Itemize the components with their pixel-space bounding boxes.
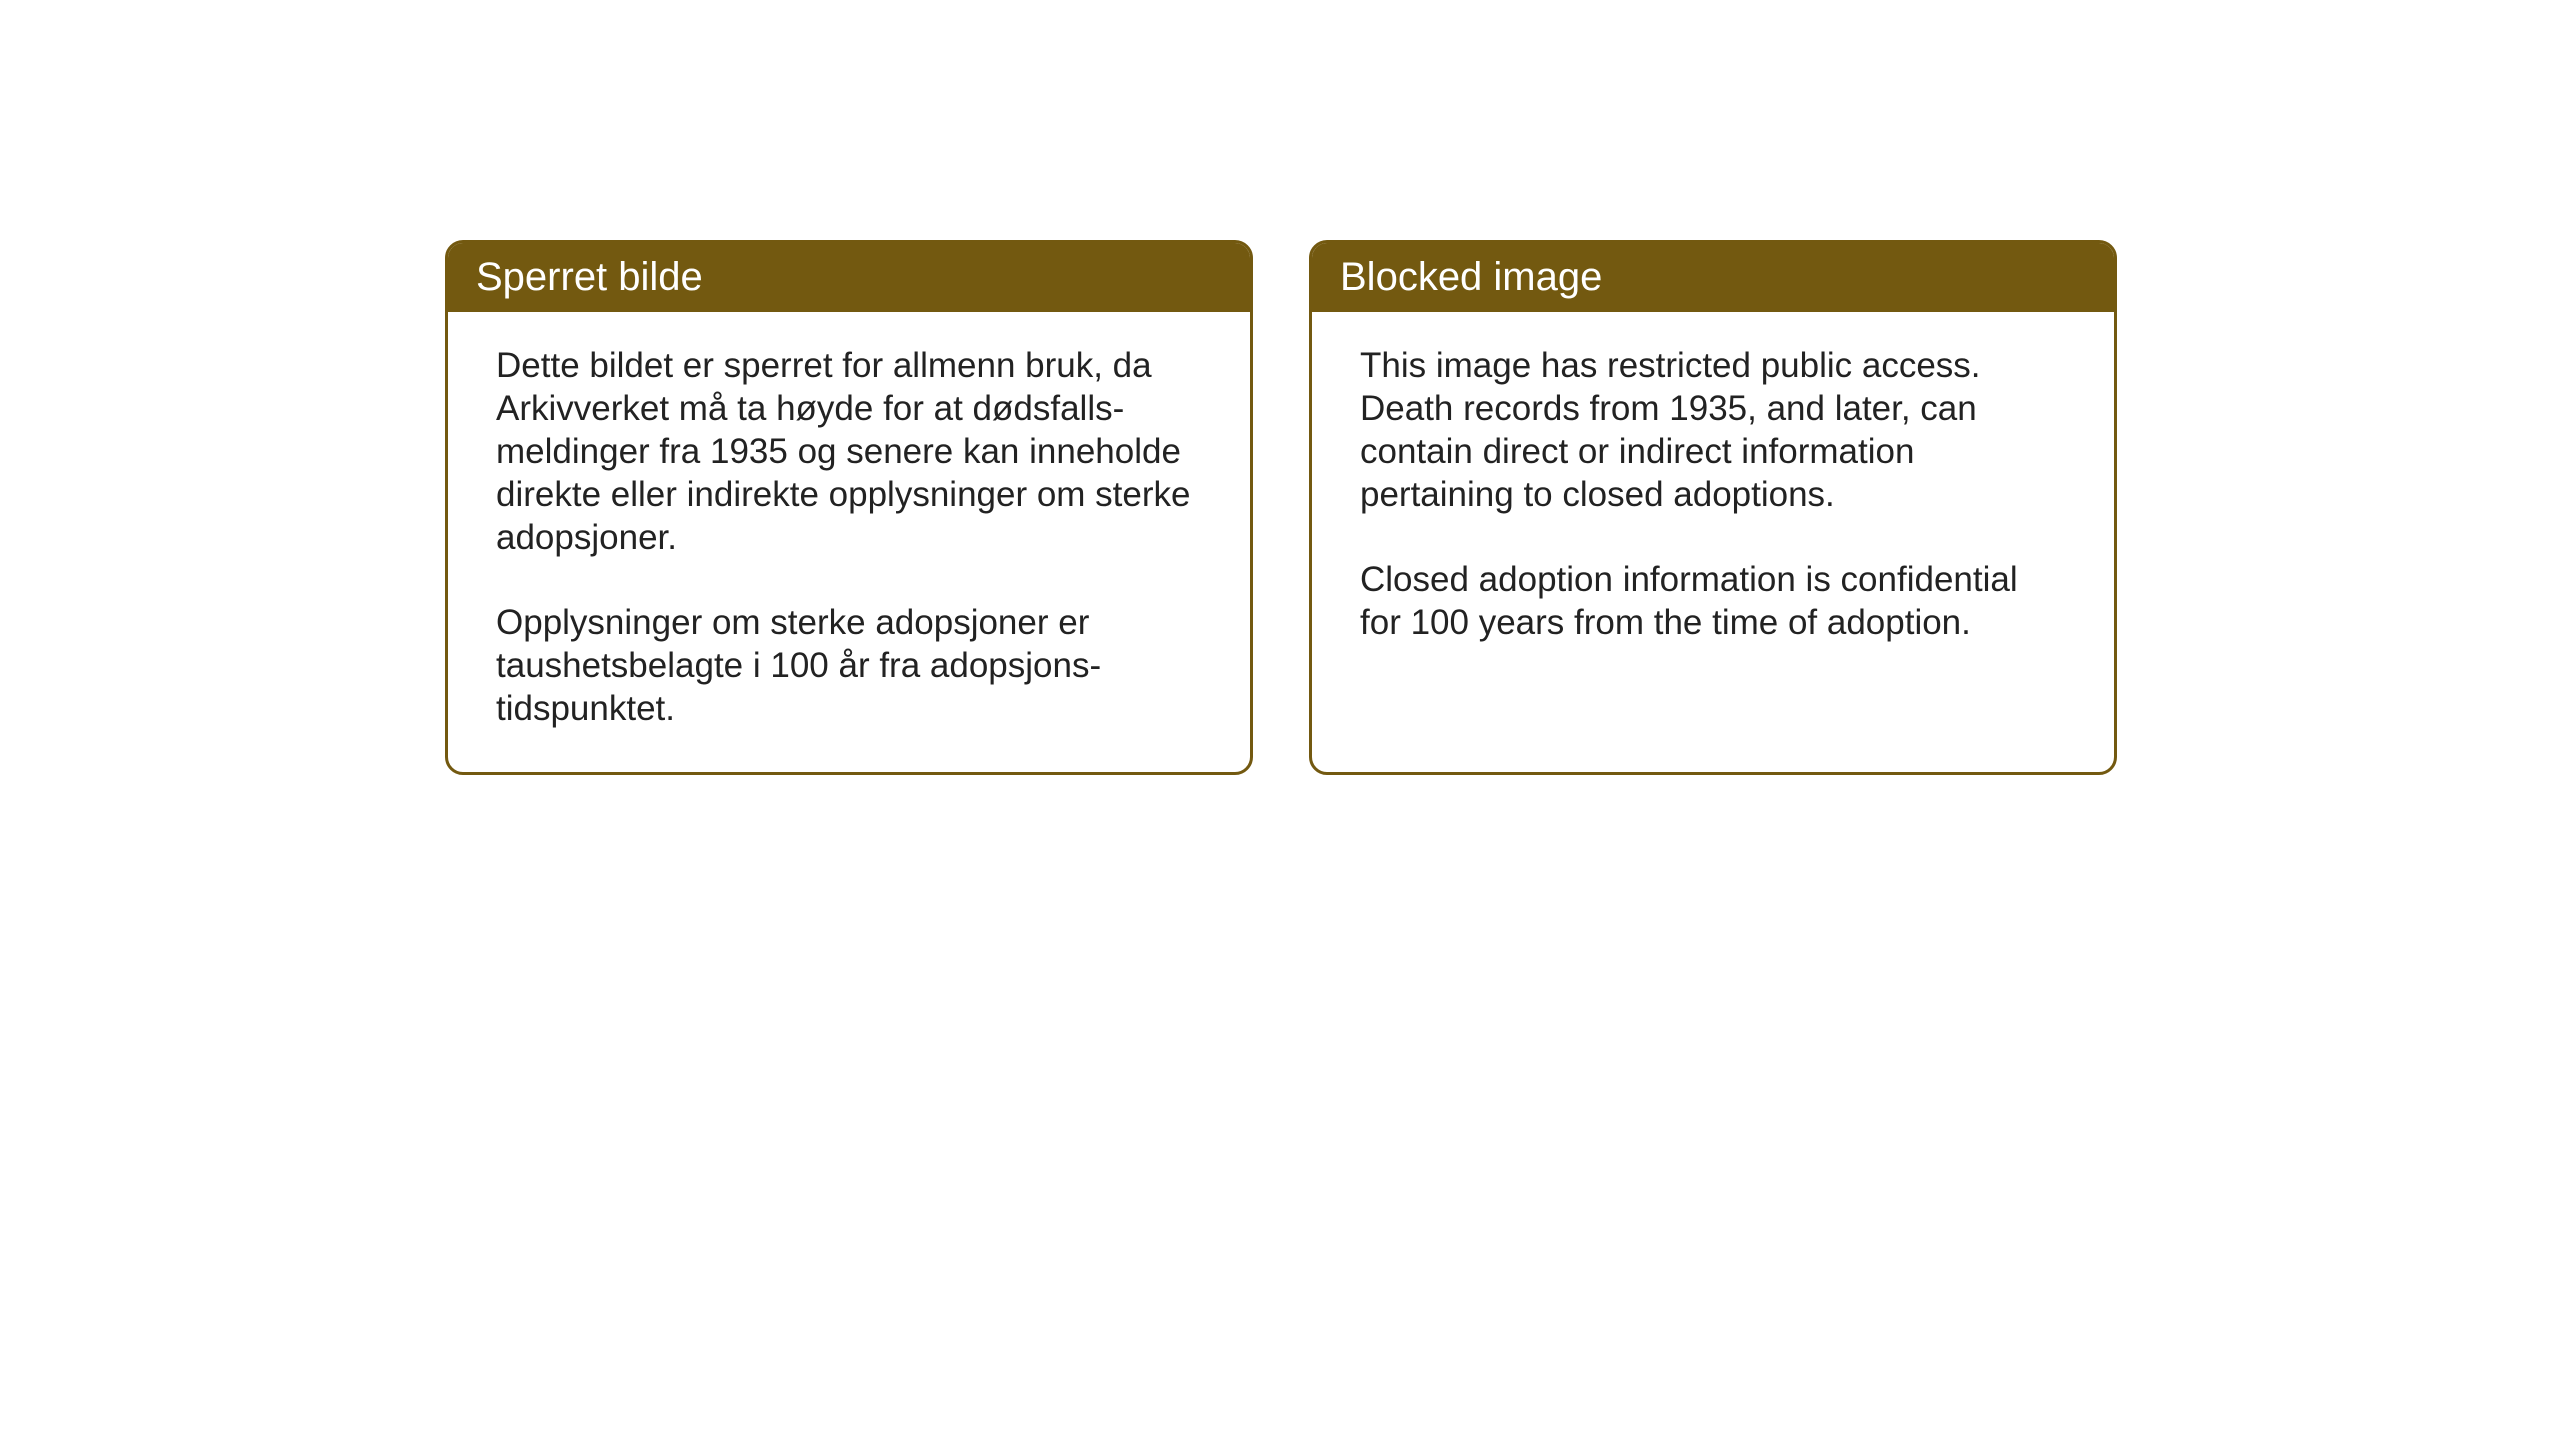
- notice-title-english: Blocked image: [1340, 255, 1602, 299]
- notice-paragraph-2-norwegian: Opplysninger om sterke adopsjoner er tau…: [496, 601, 1202, 730]
- notice-header-english: Blocked image: [1312, 243, 2114, 312]
- notice-card-norwegian: Sperret bilde Dette bildet er sperret fo…: [445, 240, 1253, 775]
- notice-title-norwegian: Sperret bilde: [476, 255, 703, 299]
- notice-paragraph-2-english: Closed adoption information is confident…: [1360, 558, 2066, 644]
- notice-paragraph-1-norwegian: Dette bildet er sperret for allmenn bruk…: [496, 344, 1202, 559]
- notice-paragraph-1-english: This image has restricted public access.…: [1360, 344, 2066, 516]
- notice-card-english: Blocked image This image has restricted …: [1309, 240, 2117, 775]
- notice-body-english: This image has restricted public access.…: [1312, 312, 2114, 754]
- notice-header-norwegian: Sperret bilde: [448, 243, 1250, 312]
- notice-container: Sperret bilde Dette bildet er sperret fo…: [0, 0, 2560, 775]
- notice-body-norwegian: Dette bildet er sperret for allmenn bruk…: [448, 312, 1250, 772]
